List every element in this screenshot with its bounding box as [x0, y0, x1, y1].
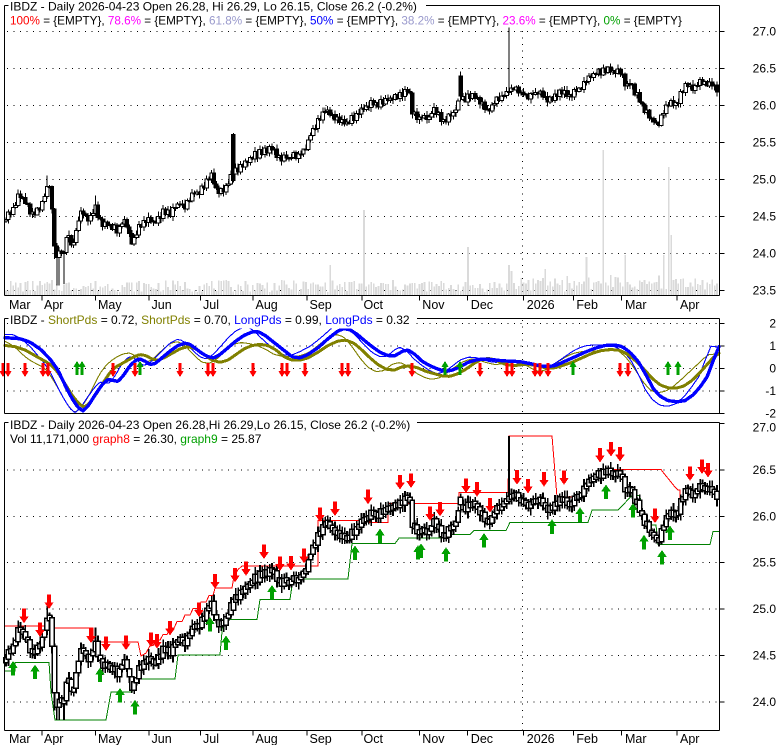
svg-text:24.0: 24.0 — [753, 247, 777, 261]
svg-text:24.5: 24.5 — [753, 649, 777, 663]
svg-text:25.5: 25.5 — [753, 556, 777, 570]
svg-text:May: May — [98, 298, 122, 312]
svg-text:100% = {EMPTY}, 78.6% = {EMPTY: 100% = {EMPTY}, 78.6% = {EMPTY}, 61.8% =… — [10, 13, 682, 27]
svg-text:IBDZ - Daily 2026-04-23 Open 2: IBDZ - Daily 2026-04-23 Open 26.28,Hi 26… — [10, 418, 410, 432]
svg-text:Dec: Dec — [471, 298, 493, 312]
svg-text:Apr: Apr — [44, 732, 63, 745]
svg-text:Aug: Aug — [256, 732, 278, 745]
svg-text:2: 2 — [769, 317, 776, 331]
svg-text:25.5: 25.5 — [753, 136, 777, 150]
svg-text:Jun: Jun — [152, 732, 172, 745]
svg-text:Mar: Mar — [9, 732, 31, 745]
svg-text:IBDZ - ShortPds = 0.72, ShortP: IBDZ - ShortPds = 0.72, ShortPds = 0.70,… — [10, 313, 410, 327]
svg-text:Feb: Feb — [576, 298, 598, 312]
svg-text:Nov: Nov — [422, 732, 445, 745]
svg-text:Jun: Jun — [152, 298, 172, 312]
svg-text:Oct: Oct — [364, 732, 384, 745]
svg-text:25.0: 25.0 — [753, 173, 777, 187]
svg-text:0: 0 — [769, 362, 776, 376]
svg-text:Mar: Mar — [9, 298, 31, 312]
svg-text:Nov: Nov — [422, 298, 445, 312]
svg-text:-1: -1 — [765, 384, 776, 398]
svg-text:Sep: Sep — [310, 732, 332, 745]
svg-text:26.0: 26.0 — [753, 99, 777, 113]
svg-text:Sep: Sep — [310, 298, 332, 312]
svg-text:Vol 11,171,000 graph8 = 26.30,: Vol 11,171,000 graph8 = 26.30, graph9 = … — [10, 432, 262, 446]
svg-text:Jul: Jul — [203, 732, 219, 745]
svg-text:2026: 2026 — [527, 732, 555, 745]
svg-text:Apr: Apr — [680, 298, 699, 312]
svg-text:Apr: Apr — [44, 298, 63, 312]
svg-text:24.0: 24.0 — [753, 695, 777, 709]
svg-text:26.5: 26.5 — [753, 463, 777, 477]
svg-text:Dec: Dec — [471, 732, 493, 745]
svg-text:27.0: 27.0 — [753, 421, 777, 435]
svg-text:26.0: 26.0 — [753, 510, 777, 524]
svg-text:Aug: Aug — [256, 298, 278, 312]
svg-text:Jul: Jul — [203, 298, 219, 312]
svg-text:27.0: 27.0 — [753, 25, 777, 39]
svg-text:25.0: 25.0 — [753, 602, 777, 616]
svg-text:24.5: 24.5 — [753, 210, 777, 224]
svg-text:1: 1 — [769, 339, 776, 353]
svg-text:May: May — [98, 732, 122, 745]
svg-text:-2: -2 — [765, 407, 776, 421]
svg-text:Mar: Mar — [625, 732, 647, 745]
svg-text:Mar: Mar — [625, 298, 647, 312]
svg-text:26.5: 26.5 — [753, 62, 777, 76]
svg-text:2026: 2026 — [527, 298, 555, 312]
svg-text:Oct: Oct — [364, 298, 384, 312]
svg-text:23.5: 23.5 — [753, 284, 777, 298]
svg-text:IBDZ - Daily 2026-04-23 Open 2: IBDZ - Daily 2026-04-23 Open 26.28, Hi 2… — [10, 0, 417, 14]
svg-text:Feb: Feb — [576, 732, 598, 745]
svg-text:Apr: Apr — [680, 732, 699, 745]
